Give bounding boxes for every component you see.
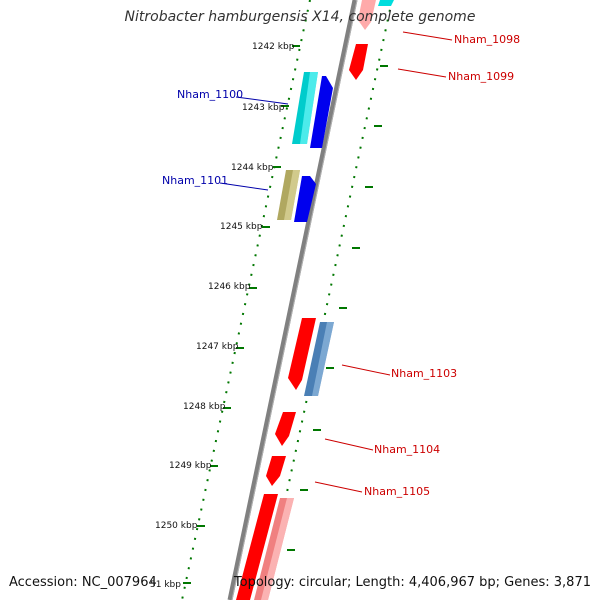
leader-line-nham-1104: [324, 438, 374, 451]
kbp-label: 51 kbp: [150, 580, 181, 590]
kbp-label: 1243 kbp: [242, 103, 285, 113]
gene-arrow: [266, 456, 286, 486]
gene-label-nham-1103[interactable]: Nham_1103: [391, 367, 457, 380]
kbp-labels: 1242 kbp 1243 kbp 1244 kbp 1245 kbp 1246…: [150, 42, 295, 590]
gene-block-highlight: [300, 72, 318, 144]
gene-label-nham-1105[interactable]: Nham_1105: [364, 485, 430, 498]
gene-label-nham-1099[interactable]: Nham_1099: [448, 70, 514, 83]
genome-summary: Topology: circular; Length: 4,406,967 bp…: [233, 575, 591, 590]
gene-block: [236, 494, 278, 600]
leader-line-nham-1103: [341, 364, 391, 376]
gene-arrow: [288, 318, 316, 390]
gene-arrow: [378, 0, 394, 6]
gene-block-highlight: [261, 498, 294, 600]
kbp-label: 1244 kbp: [231, 163, 274, 173]
genome-backbone: [227, 0, 358, 600]
outer-tick-track: [181, 0, 311, 600]
genome-band: [177, 0, 397, 600]
gene-features: [236, 0, 394, 600]
gene-labels: Nham_1098 Nham_1099 Nham_1100 Nham_1101 …: [162, 33, 520, 498]
gene-block-highlight: [312, 322, 334, 396]
gene-label-nham-1100[interactable]: Nham_1100: [177, 88, 243, 101]
gene-arrow: [310, 76, 333, 148]
kbp-label: 1248 kbp: [183, 402, 226, 412]
gene-arrow: [294, 176, 316, 222]
gene-arrow: [349, 44, 368, 80]
kbp-label: 1242 kbp: [252, 42, 295, 52]
inner-major-ticks: [287, 65, 388, 551]
kbp-label: 1245 kbp: [220, 222, 263, 232]
map-title: Nitrobacter hamburgensis X14, complete g…: [124, 9, 476, 25]
leader-line-nham-1100: [235, 96, 289, 105]
kbp-label: 1247 kbp: [196, 342, 239, 352]
gene-block-highlight: [284, 170, 300, 220]
gene-leader-lines: [219, 31, 453, 493]
kbp-label: 1249 kbp: [169, 461, 212, 471]
gene-label-nham-1101[interactable]: Nham_1101: [162, 174, 228, 187]
gene-label-nham-1098[interactable]: Nham_1098: [454, 33, 520, 46]
leader-line-nham-1101: [219, 182, 269, 191]
gene-label-nham-1104[interactable]: Nham_1104: [374, 443, 440, 456]
kbp-major-ticks: [183, 45, 300, 584]
leader-line-nham-1098: [402, 31, 453, 41]
leader-line-nham-1105: [314, 481, 363, 493]
leader-line-nham-1099: [397, 68, 447, 78]
accession-label: Accession: NC_007964: [9, 575, 157, 590]
kbp-label: 1246 kbp: [208, 282, 251, 292]
backbone-highlight: [231, 0, 358, 600]
gene-arrow: [358, 0, 376, 30]
gene-arrow: [275, 412, 296, 446]
kbp-label: 1250 kbp: [155, 521, 198, 531]
